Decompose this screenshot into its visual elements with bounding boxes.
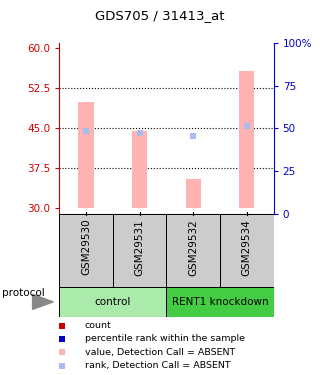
Bar: [113, 214, 166, 287]
Bar: [59, 214, 113, 287]
Text: value, Detection Call = ABSENT: value, Detection Call = ABSENT: [85, 348, 235, 357]
Text: GSM29532: GSM29532: [188, 219, 198, 276]
Text: percentile rank within the sample: percentile rank within the sample: [85, 334, 245, 344]
Text: rank, Detection Call = ABSENT: rank, Detection Call = ABSENT: [85, 361, 230, 370]
Text: GSM29531: GSM29531: [135, 219, 145, 276]
Bar: [78, 102, 93, 208]
Text: GSM29530: GSM29530: [81, 219, 91, 276]
Bar: [166, 214, 220, 287]
Text: protocol: protocol: [2, 288, 44, 297]
Bar: [59, 287, 166, 317]
Text: control: control: [95, 297, 131, 307]
Bar: [239, 71, 254, 209]
Text: GSM29534: GSM29534: [242, 219, 252, 276]
Bar: [132, 131, 147, 209]
Polygon shape: [33, 294, 53, 309]
Text: GDS705 / 31413_at: GDS705 / 31413_at: [95, 9, 225, 22]
Text: RENT1 knockdown: RENT1 knockdown: [172, 297, 268, 307]
Text: count: count: [85, 321, 112, 330]
Bar: [220, 214, 274, 287]
Bar: [166, 287, 274, 317]
Bar: [186, 179, 201, 209]
